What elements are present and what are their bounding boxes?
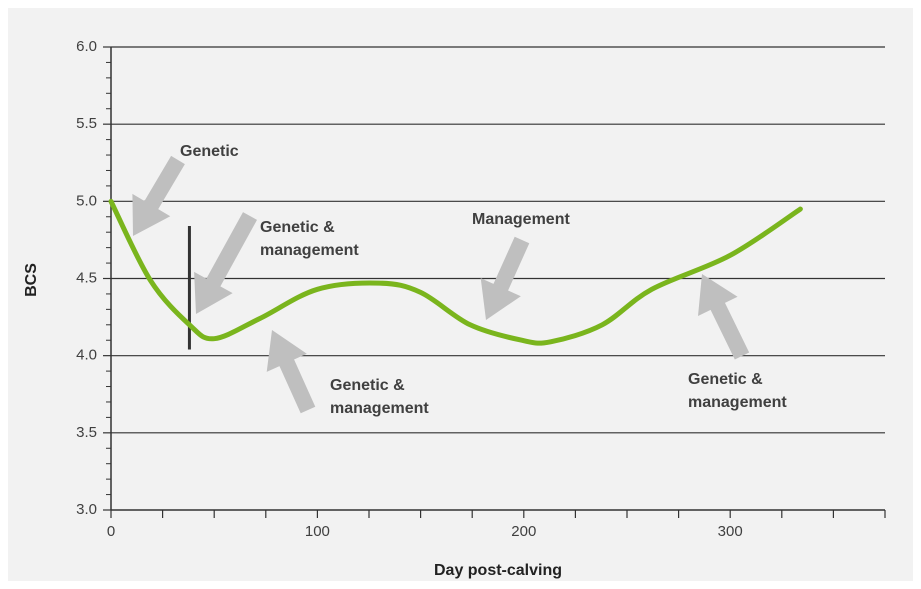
annotation-arrow bbox=[132, 155, 185, 236]
x-tick-label: 300 bbox=[718, 523, 743, 540]
annotation-arrow bbox=[266, 330, 316, 414]
annotation-text: Genetic & bbox=[260, 219, 335, 236]
x-axis-label: Day post-calving bbox=[434, 562, 562, 579]
y-tick-label: 6.0 bbox=[76, 38, 97, 55]
y-tick-label: 4.0 bbox=[76, 347, 97, 364]
annotation-text: Genetic & bbox=[688, 371, 763, 388]
y-tick-label: 3.5 bbox=[76, 424, 97, 441]
y-tick-label: 5.5 bbox=[76, 115, 97, 132]
annotation-text: Genetic bbox=[180, 143, 239, 160]
series-line bbox=[108, 198, 803, 346]
x-tick-label: 100 bbox=[305, 523, 330, 540]
annotation-arrow bbox=[194, 212, 258, 314]
annotation-text: Management bbox=[472, 211, 570, 228]
x-tick-label: 0 bbox=[107, 523, 115, 540]
annotation-text: management bbox=[688, 394, 787, 411]
x-tick-label: 200 bbox=[511, 523, 536, 540]
y-tick-label: 4.5 bbox=[76, 269, 97, 286]
annotation-arrow bbox=[698, 274, 750, 360]
y-axis-label: BCS bbox=[23, 263, 40, 297]
annotation-text: Genetic & bbox=[330, 377, 405, 394]
annotation-arrow bbox=[480, 236, 530, 320]
annotation-text: management bbox=[330, 400, 429, 417]
y-tick-label: 3.0 bbox=[76, 501, 97, 518]
y-tick-label: 5.0 bbox=[76, 192, 97, 209]
annotation-text: management bbox=[260, 242, 359, 259]
panel bbox=[8, 8, 913, 581]
